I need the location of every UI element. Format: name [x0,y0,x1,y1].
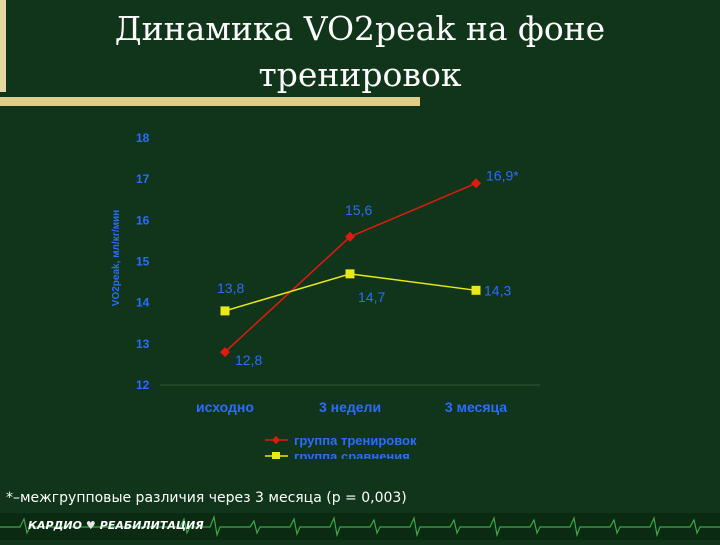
x-tick-label-1: 3 недели [319,399,381,415]
series-0-point-2 [471,178,481,189]
y-tick-label-4: 16 [136,213,150,227]
legend-clip-mask [260,459,460,473]
slide-title: Динамика VO2peak на фоне тренировок [70,6,650,98]
x-tick-label-0: исходно [196,399,254,415]
y-tick-label-0: 12 [136,378,150,392]
left-accent-bar [0,0,6,92]
logo-text-left: КАРДИО [28,519,82,532]
title-underline-bar [0,97,420,106]
legend-label-0: группа тренировок [294,433,417,448]
y-tick-label-6: 18 [136,131,150,145]
ecg-line-graphic [0,514,720,538]
legend-marker-1 [272,452,280,460]
slide-title-line1: Динамика VO2peak на фоне [114,9,606,48]
footer-strip [0,513,720,540]
y-axis-label: VO2peak, мл/кг/мин [111,210,122,306]
slide-title-line2: тренировок [258,55,462,94]
series-line-1 [224,273,477,312]
series-1-point-2 [471,285,481,295]
series-1-data-label-1: 14,7 [358,289,385,305]
legend-marker-0 [272,436,280,444]
series-0-data-label-0: 12,8 [235,352,262,368]
heart-icon: ♥ [85,519,96,532]
y-tick-label-1: 13 [136,337,150,351]
logo: КАРДИО ♥ РЕАБИЛИТАЦИЯ [28,519,204,532]
series-0-point-0 [220,347,230,358]
series-1-point-1 [345,269,355,279]
series-0-data-label-1: 15,6 [345,202,372,218]
y-tick-label-3: 15 [136,255,150,269]
footnote: *–межгрупповые различия через 3 месяца (… [6,490,407,506]
logo-text-right: РЕАБИЛИТАЦИЯ [99,519,204,532]
series-0-data-label-2: 16,9* [486,167,519,183]
series-1-data-label-2: 14,3 [484,282,511,298]
series-1-data-label-0: 13,8 [217,280,244,296]
series-1-point-0 [220,306,230,316]
series-0-point-1 [345,231,355,242]
y-tick-label-2: 14 [136,296,150,310]
x-tick-label-2: 3 месяца [445,399,507,415]
y-tick-label-5: 17 [136,172,150,186]
